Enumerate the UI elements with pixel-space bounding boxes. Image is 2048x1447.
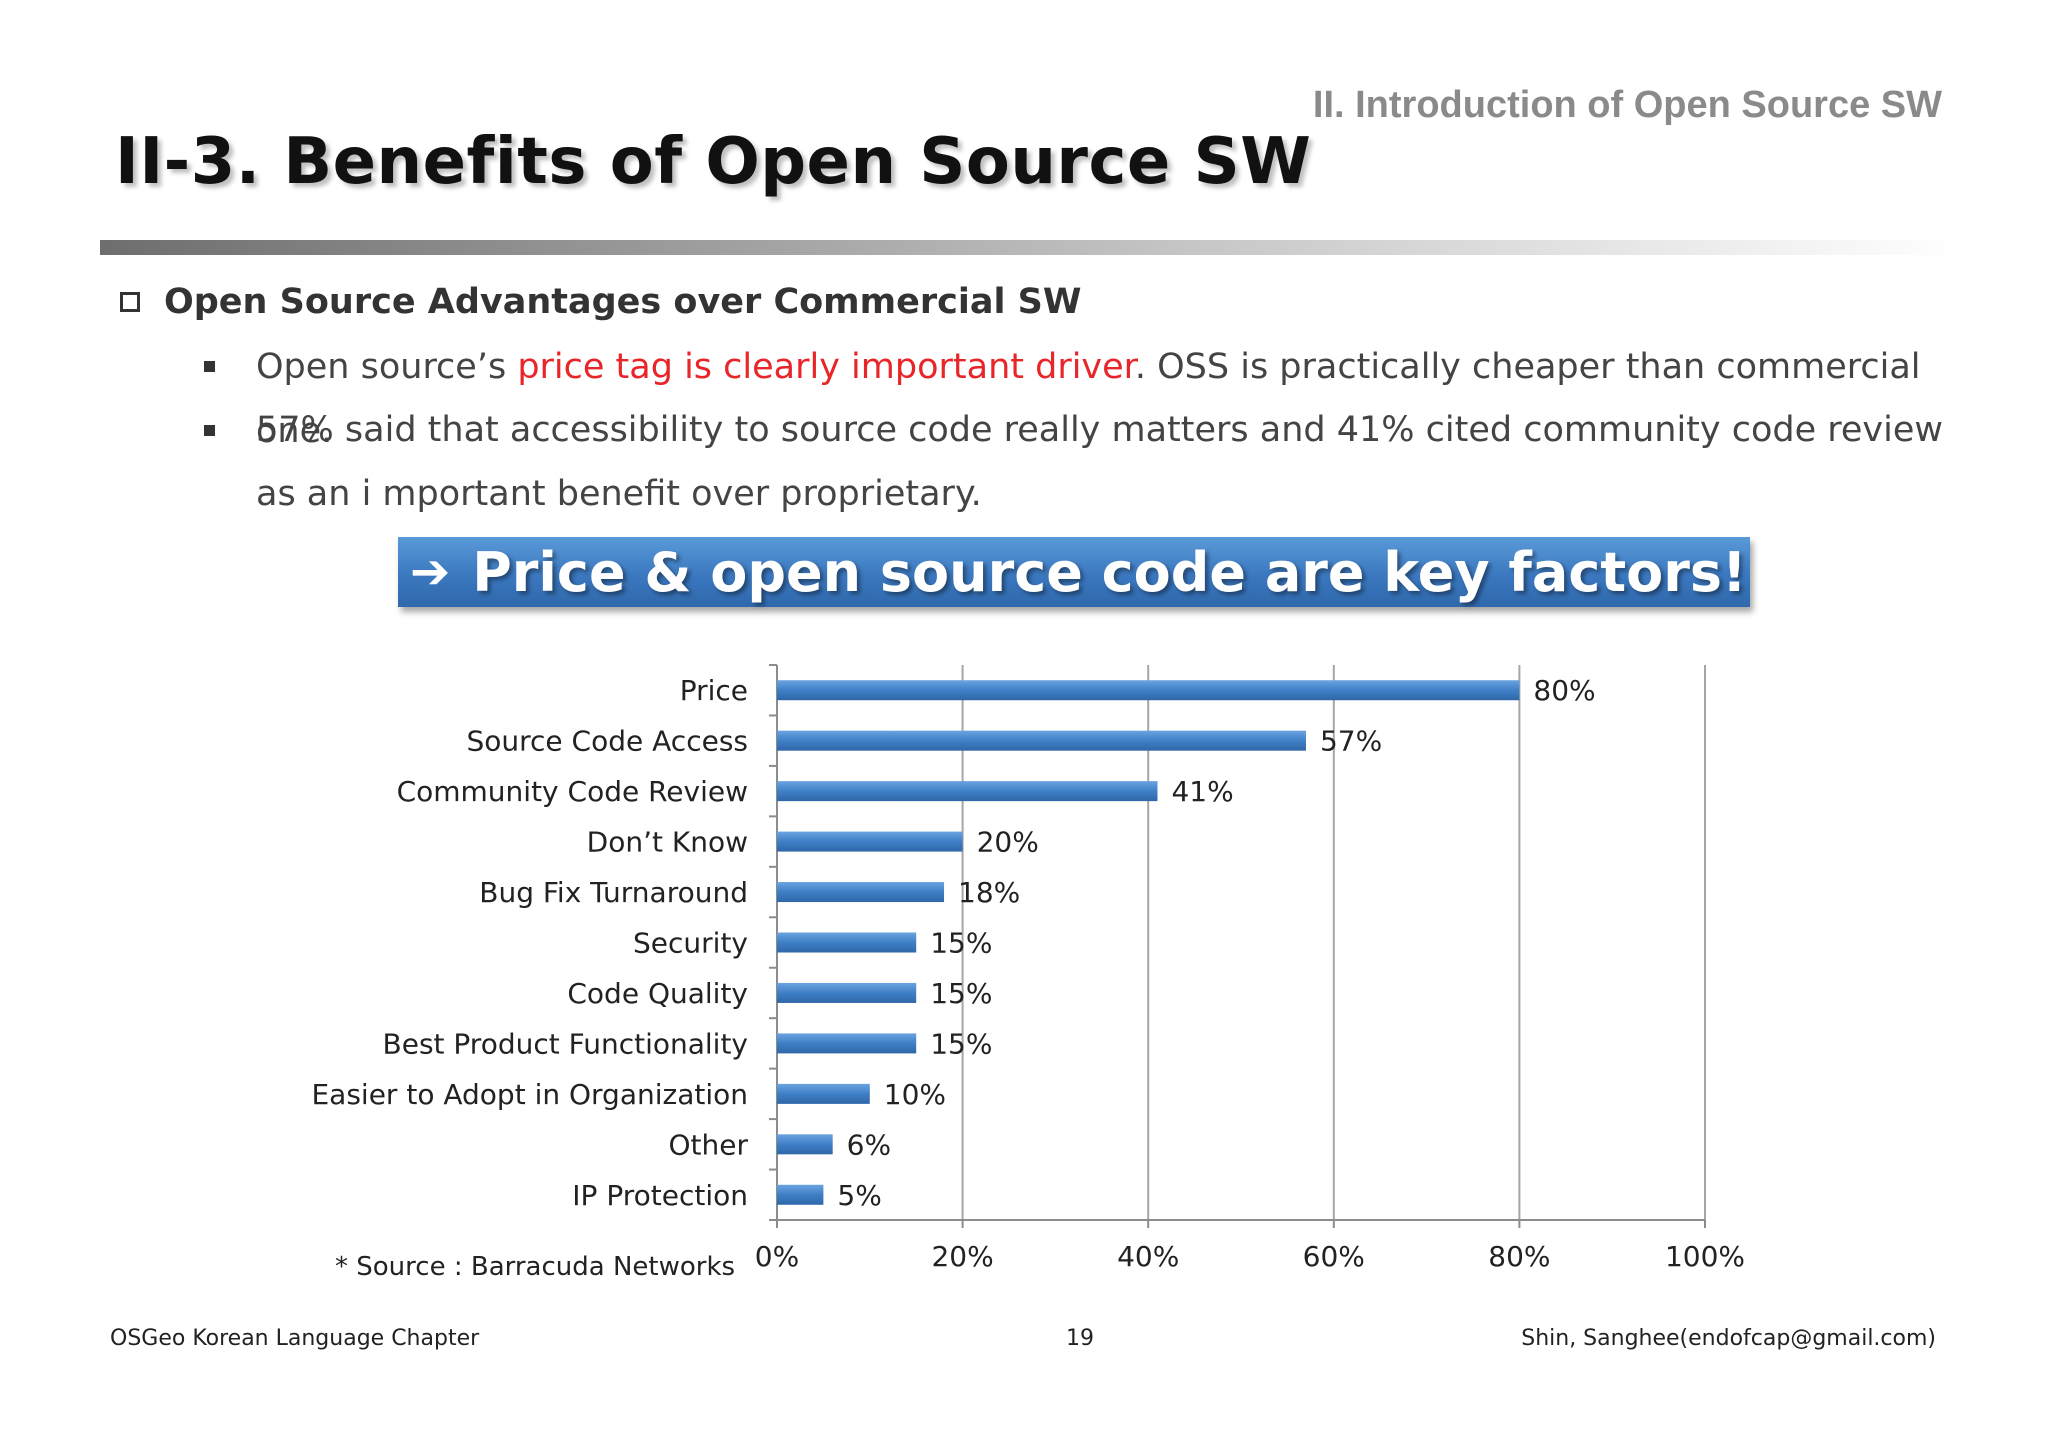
page-number: 19: [1066, 1326, 1094, 1351]
bullet-1: Open source’s price tag is clearly impor…: [256, 335, 1946, 463]
category-label: Don’t Know: [587, 826, 748, 859]
arrow-right-icon: ➔: [410, 544, 451, 600]
bar: [777, 982, 917, 1003]
title-divider: [100, 240, 1960, 255]
category-label: Security: [633, 927, 748, 960]
bar: [777, 882, 945, 903]
bar: [777, 1184, 824, 1205]
category-label: Other: [668, 1128, 748, 1161]
bullet-1-post: . OSS is practically cheaper than commer…: [256, 347, 1921, 451]
value-label: 18%: [958, 876, 1020, 909]
value-label: 10%: [884, 1078, 946, 1111]
bar: [777, 730, 1306, 751]
category-label: IP Protection: [572, 1179, 748, 1212]
x-tick-label: 80%: [1488, 1240, 1550, 1273]
value-label: 41%: [1171, 775, 1233, 808]
x-tick-label: 0%: [755, 1240, 799, 1273]
category-label: Community Code Review: [397, 775, 748, 808]
bar: [777, 1033, 917, 1054]
bullet-1-highlight: price tag is clearly important driver: [517, 347, 1135, 387]
subheading-text: Open Source Advantages over Commercial S…: [164, 282, 1082, 322]
square-bullet-icon: [204, 425, 215, 436]
x-tick-label: 20%: [931, 1240, 993, 1273]
value-label: 6%: [847, 1128, 891, 1161]
value-label: 5%: [837, 1179, 881, 1212]
bar: [777, 932, 917, 953]
page-title: II-3. Benefits of Open Source SW: [115, 125, 1312, 199]
section-title: II. Introduction of Open Source SW: [1312, 84, 1942, 126]
category-label: Bug Fix Turnaround: [479, 876, 748, 909]
x-tick-label: 60%: [1303, 1240, 1365, 1273]
category-label: Best Product Functionality: [383, 1027, 748, 1060]
value-label: 20%: [977, 826, 1039, 859]
square-bullet-icon: [204, 361, 215, 372]
subheading: Open Source Advantages over Commercial S…: [120, 282, 1081, 322]
category-label: Source Code Access: [466, 725, 748, 758]
checkbox-bullet-icon: [120, 292, 140, 312]
category-label: Price: [680, 674, 748, 707]
bar: [777, 680, 1520, 701]
bullet-1-pre: Open source’s: [256, 347, 518, 387]
x-tick-label: 100%: [1665, 1240, 1745, 1273]
value-label: 15%: [930, 977, 992, 1010]
footer-author: Shin, Sanghee(endofcap@gmail.com): [1521, 1326, 1936, 1351]
bar: [777, 1083, 870, 1104]
bar: [777, 831, 963, 852]
value-label: 15%: [930, 1027, 992, 1060]
value-label: 15%: [930, 927, 992, 960]
category-label: Easier to Adopt in Organization: [311, 1078, 748, 1111]
x-tick-label: 40%: [1117, 1240, 1179, 1273]
key-factors-banner: ➔ Price & open source code are key facto…: [398, 537, 1750, 607]
banner-text: Price & open source code are key factors…: [472, 540, 1747, 604]
source-note: * Source : Barracuda Networks: [335, 1252, 736, 1282]
footer-organization: OSGeo Korean Language Chapter: [110, 1326, 480, 1351]
bar: [777, 1134, 833, 1155]
value-label: 80%: [1533, 674, 1595, 707]
bullet-2: 57% said that accessibility to source co…: [256, 410, 1944, 514]
bar: [777, 781, 1158, 802]
category-label: Code Quality: [567, 977, 748, 1010]
value-label: 57%: [1320, 725, 1382, 758]
